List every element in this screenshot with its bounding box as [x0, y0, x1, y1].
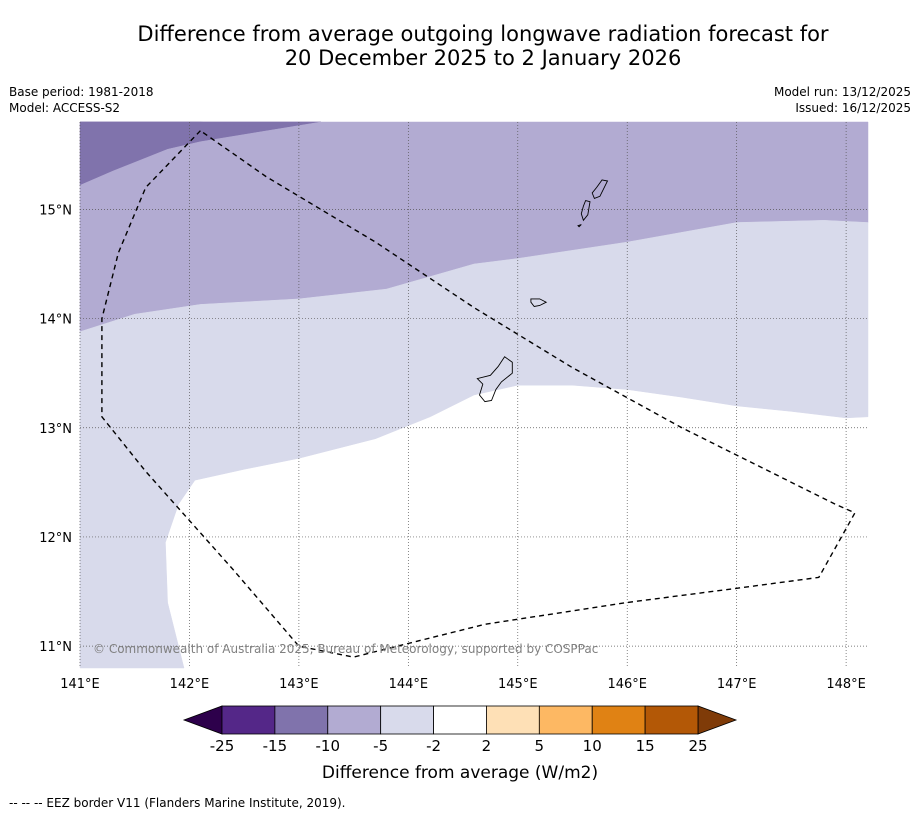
info-left: Base period: 1981-2018 Model: ACCESS-S2: [9, 84, 154, 116]
colorbar-tick-label: -15: [263, 737, 288, 755]
lon-tick-label: 147°E: [717, 677, 757, 692]
anomaly-region-2: [79, 220, 869, 669]
colorbar-tick-label: 10: [583, 737, 602, 755]
colorbar-label: Difference from average (W/m2): [322, 763, 598, 783]
lat-tick-label: 11°N: [39, 640, 72, 655]
colorbar-tick-label: 25: [688, 737, 707, 755]
colorbar-tick-label: -2: [426, 737, 441, 755]
colorbar-under-arrow: [182, 705, 223, 735]
lon-tick-label: 146°E: [607, 677, 647, 692]
eez-border: [101, 130, 856, 658]
colorbar-segment-4: [433, 705, 487, 735]
title-line-2: 20 December 2025 to 2 January 2026: [284, 46, 682, 70]
lat-tick-label: 13°N: [39, 422, 72, 437]
island-guam: [476, 356, 513, 403]
island-saipan-tinian: [591, 179, 609, 199]
eez-footnote: -- -- -- EEZ border V11 (Flanders Marine…: [9, 796, 346, 810]
colorbar-tick-label: 2: [482, 737, 492, 755]
lon-tick-label: 142°E: [170, 677, 210, 692]
colorbar-segment-0: [221, 705, 276, 735]
colorbar-segment-5: [486, 705, 540, 735]
island-aguijan: [577, 224, 582, 228]
model-name: Model: ACCESS-S2: [9, 101, 121, 115]
info-right: Model run: 13/12/2025 Issued: 16/12/2025: [774, 84, 911, 116]
colorbar-segment-6: [538, 705, 593, 735]
lon-tick-label: 148°E: [826, 677, 866, 692]
chart-title: Difference from average outgoing longwav…: [40, 22, 919, 70]
colorbar-segment-7: [591, 705, 646, 735]
lon-tick-label: 143°E: [279, 677, 319, 692]
lon-tick-label: 145°E: [498, 677, 538, 692]
lat-tick-label: 12°N: [39, 531, 72, 546]
base-period: Base period: 1981-2018: [9, 85, 154, 99]
colorbar-tick-label: -10: [316, 737, 341, 755]
lat-tick-label: 15°N: [39, 203, 72, 218]
colorbar-segment-3: [380, 705, 434, 735]
colorbar-segment-2: [327, 705, 382, 735]
colorbar-segment-8: [644, 705, 699, 735]
lat-tick-label: 14°N: [39, 313, 72, 328]
colorbar-over-arrow: [697, 705, 738, 735]
issued-date: Issued: 16/12/2025: [795, 101, 911, 115]
title-line-1: Difference from average outgoing longwav…: [137, 22, 829, 46]
island-rota: [530, 298, 548, 307]
copyright-text: © Commonwealth of Australia 2025, Bureau…: [93, 642, 598, 656]
colorbar-tick-label: -5: [373, 737, 388, 755]
lon-tick-label: 144°E: [389, 677, 429, 692]
lon-tick-label: 141°E: [60, 677, 100, 692]
colorbar-tick-label: 5: [535, 737, 545, 755]
model-run: Model run: 13/12/2025: [773, 85, 911, 99]
colorbar-tick-label: 15: [636, 737, 655, 755]
island-tinian: [580, 200, 591, 222]
colorbar-segment-1: [274, 705, 329, 735]
colorbar-tick-label: -25: [210, 737, 235, 755]
